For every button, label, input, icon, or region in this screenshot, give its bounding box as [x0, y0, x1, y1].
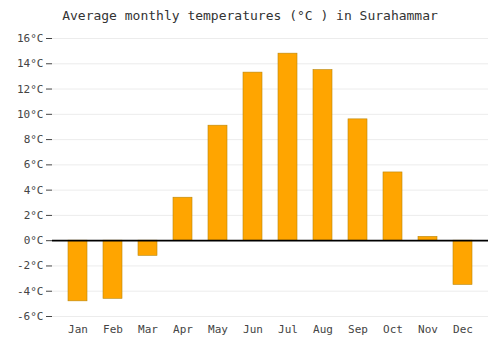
svg-text:12°C: 12°C — [17, 83, 44, 96]
svg-text:Feb: Feb — [103, 323, 123, 336]
svg-text:Jun: Jun — [243, 323, 263, 336]
svg-text:4°C: 4°C — [24, 184, 44, 197]
svg-text:-2°C: -2°C — [17, 259, 44, 272]
svg-text:14°C: 14°C — [17, 57, 44, 70]
svg-text:-4°C: -4°C — [17, 285, 44, 298]
svg-text:16°C: 16°C — [17, 32, 44, 45]
svg-text:May: May — [208, 323, 228, 336]
svg-text:Apr: Apr — [173, 323, 193, 336]
svg-text:0°C: 0°C — [24, 234, 44, 247]
svg-text:Jul: Jul — [278, 323, 298, 336]
html-text:Average monthly temperatures (: Average monthly temperatures (°C ) in Su… — [62, 8, 438, 23]
svg-text:2°C: 2°C — [24, 209, 44, 222]
svg-text:Nov: Nov — [418, 323, 438, 336]
svg-text:Sep: Sep — [348, 323, 368, 336]
svg-text:Jan: Jan — [68, 323, 88, 336]
svg-text:Aug: Aug — [313, 323, 333, 336]
svg-text:6°C: 6°C — [24, 158, 44, 171]
svg-text:Dec: Dec — [453, 323, 473, 336]
svg-text:-6°C: -6°C — [17, 310, 44, 323]
svg-text:Mar: Mar — [138, 323, 158, 336]
svg-text:10°C: 10°C — [17, 108, 44, 121]
svg-text:8°C: 8°C — [24, 133, 44, 146]
svg-text:Oct: Oct — [383, 323, 403, 336]
